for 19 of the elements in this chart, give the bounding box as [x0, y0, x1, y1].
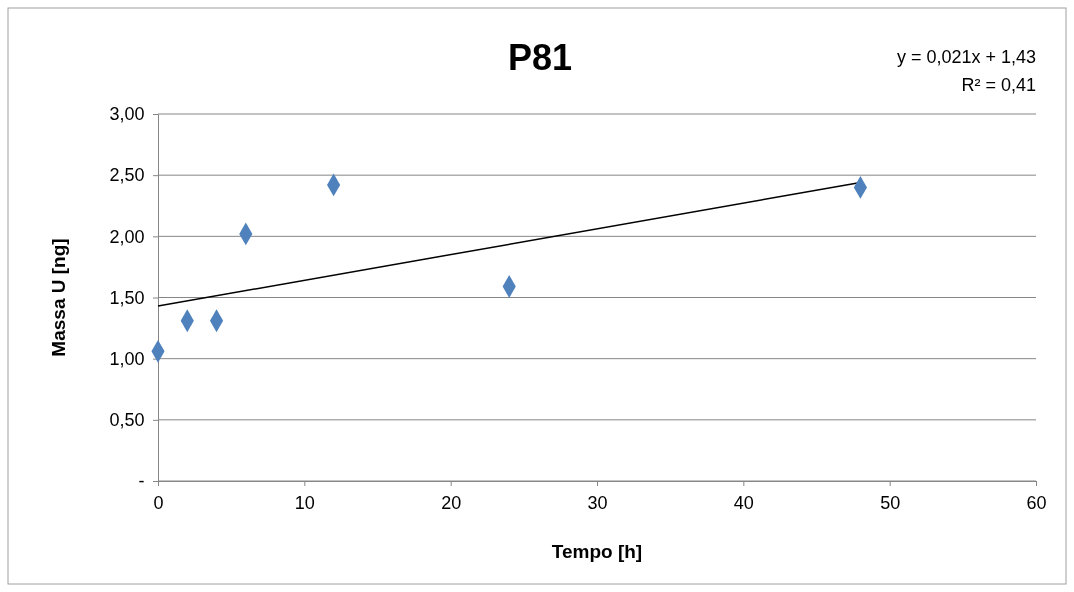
x-tick-label: 10 — [294, 492, 315, 513]
x-tick-label: 30 — [587, 492, 608, 513]
y-tick-label: 1,00 — [109, 348, 145, 369]
y-tick-label: - — [138, 471, 145, 492]
y-tick-label: 2,50 — [109, 165, 145, 186]
x-tick-label: 60 — [1026, 492, 1047, 513]
y-tick-label: 2,00 — [109, 226, 145, 247]
x-axis-title: Tempo [h] — [551, 541, 643, 562]
text: y = 0,021x + 1,43 — [896, 47, 1036, 67]
y-tick-label: 3,00 — [109, 104, 145, 125]
chart-title: P81 — [507, 37, 573, 78]
text: R² = 0,41 — [961, 75, 1036, 95]
x-tick-label: 0 — [153, 492, 164, 513]
y-tick-label: 1,50 — [109, 287, 145, 308]
x-tick-label: 40 — [733, 492, 754, 513]
x-tick-label: 50 — [880, 492, 901, 513]
y-tick-label: 0,50 — [109, 410, 145, 431]
x-tick-label: 20 — [441, 492, 462, 513]
y-axis-title: Massa U [ng] — [48, 238, 69, 357]
